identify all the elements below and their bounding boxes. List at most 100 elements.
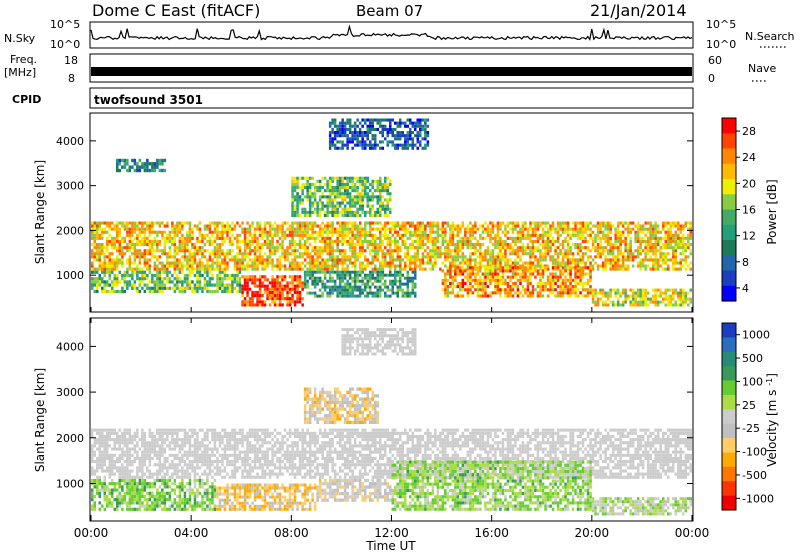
heatmap-cell (431, 224, 435, 228)
heatmap-cell (241, 290, 244, 294)
heatmap-cell (226, 249, 229, 253)
heatmap-cell (589, 249, 592, 253)
heatmap-cell (519, 266, 522, 270)
heatmap-cell (201, 252, 204, 256)
heatmap-cell (371, 182, 374, 186)
heatmap-cell (216, 236, 219, 240)
heatmap-cell (646, 264, 650, 268)
heatmap-cell (677, 224, 680, 228)
heatmap-cell (288, 290, 292, 294)
heatmap-cell (276, 303, 279, 307)
heatmap-cell (256, 236, 259, 240)
heatmap-cell (258, 243, 262, 247)
heatmap-cell (381, 261, 384, 265)
heatmap-cell (286, 267, 289, 271)
heatmap-cell (121, 246, 124, 250)
heatmap-cell (358, 143, 362, 147)
heatmap-cell (303, 243, 307, 247)
heatmap-cell (656, 294, 660, 298)
heatmap-cell (288, 275, 292, 279)
heatmap-cell (326, 224, 329, 228)
heatmap-cell (364, 195, 367, 199)
heatmap-cell (308, 264, 312, 268)
heatmap-cell (609, 224, 612, 228)
heatmap-cell (328, 189, 332, 193)
heatmap-cell (126, 258, 129, 262)
heatmap-cell (228, 252, 232, 256)
heatmap-cell (268, 281, 272, 285)
heatmap-cell (561, 255, 565, 259)
heatmap-cell (667, 246, 670, 250)
heatmap-cell (318, 224, 322, 228)
heatmap-cell (509, 221, 512, 225)
heatmap-cell (479, 258, 482, 262)
heatmap-cell (133, 230, 137, 234)
heatmap-cell (231, 258, 234, 262)
heatmap-cell (161, 230, 164, 234)
heatmap-cell (651, 246, 655, 250)
heatmap-cell (626, 267, 630, 271)
heatmap-cell (594, 236, 597, 240)
heatmap-cell (351, 236, 354, 240)
heatmap-cell (356, 118, 359, 122)
heatmap-cell (303, 249, 307, 253)
heatmap-cell (524, 288, 527, 292)
heatmap-cell (281, 252, 284, 256)
heatmap-cell (424, 243, 427, 247)
heatmap-cell (411, 279, 414, 283)
heatmap-cell (444, 233, 447, 237)
heatmap-cell (156, 243, 159, 247)
heatmap-cell (283, 233, 287, 237)
heatmap-cell (396, 146, 399, 150)
heatmap-cell (646, 236, 650, 240)
heatmap-cell (549, 291, 552, 295)
heatmap-cell (323, 236, 327, 240)
heatmap-cell (116, 158, 119, 163)
heatmap-cell (559, 291, 562, 295)
heatmap-cell (389, 179, 392, 183)
heatmap-cell (188, 233, 192, 237)
heatmap-cell (128, 280, 132, 284)
heatmap-cell (158, 261, 162, 265)
heatmap-cell (261, 255, 264, 259)
heatmap-cell (386, 239, 389, 243)
heatmap-cell (396, 239, 399, 243)
heatmap-cell (431, 243, 435, 247)
heatmap-cell (606, 224, 610, 228)
heatmap-cell (198, 267, 202, 271)
heatmap-cell (281, 246, 284, 250)
heatmap-cell (326, 210, 329, 214)
heatmap-cell (338, 252, 342, 256)
heatmap-cell (646, 291, 650, 295)
heatmap-cell (414, 258, 417, 262)
heatmap-cell (409, 230, 412, 234)
heatmap-cell (158, 277, 162, 281)
heatmap-cell (198, 227, 202, 231)
heatmap-cell (291, 230, 294, 234)
heatmap-cell (121, 158, 124, 163)
heatmap-cell (649, 297, 652, 301)
heatmap-cell (556, 233, 560, 237)
heatmap-cell (569, 233, 572, 237)
heatmap-cell (591, 246, 595, 250)
heatmap-cell (496, 252, 500, 256)
heatmap-cell (101, 243, 104, 247)
heatmap-cell (261, 264, 264, 268)
heatmap-cell (486, 249, 490, 253)
heatmap-cell (96, 475, 99, 479)
heatmap-cell (521, 261, 525, 265)
heatmap-cell (106, 280, 109, 284)
heatmap-cell (93, 236, 96, 240)
heatmap-cell (353, 224, 357, 228)
heatmap-cell (381, 189, 384, 193)
heatmap-cell (491, 227, 495, 231)
heatmap-cell (293, 186, 297, 190)
heatmap-cell (331, 261, 334, 265)
heatmap-cell (384, 246, 387, 250)
heatmap-cell (441, 281, 445, 285)
heatmap-cell (436, 252, 440, 256)
heatmap-cell (326, 213, 329, 217)
heatmap-cell (654, 255, 657, 259)
heatmap-cell (341, 255, 344, 259)
